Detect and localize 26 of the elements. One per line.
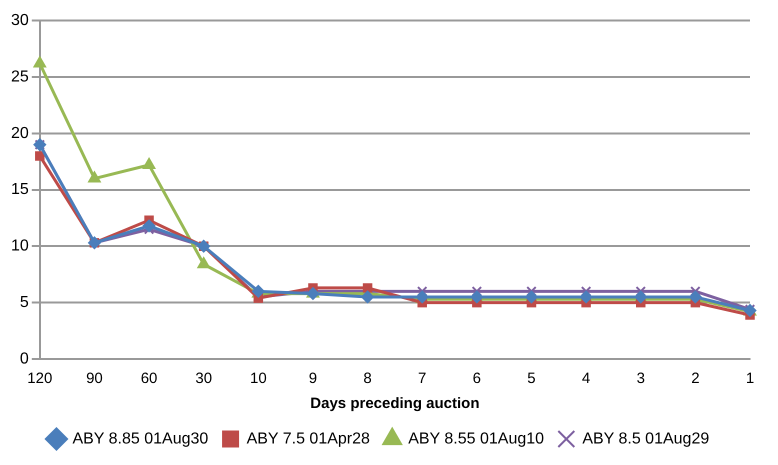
x-tick-label: 10 — [250, 370, 267, 388]
x-tick-label: 30 — [195, 370, 212, 388]
legend-label: ABY 8.5 01Aug29 — [582, 430, 710, 448]
x-tick-label: 1 — [746, 370, 754, 388]
x-tick-label: 4 — [582, 370, 590, 388]
x-tick-label: 7 — [418, 370, 426, 388]
x-tick-label: 8 — [363, 370, 372, 388]
legend-label: ABY 8.55 01Aug10 — [408, 430, 544, 448]
legend-label: ABY 7.5 01Apr28 — [246, 430, 370, 448]
x-tick-label: 90 — [86, 370, 103, 388]
y-tick-label: 15 — [11, 181, 29, 198]
x-axis-title: Days preceding auction — [310, 395, 480, 412]
y-tick-label: 25 — [11, 68, 29, 86]
x-tick-label: 60 — [140, 370, 158, 388]
y-tick-label: 5 — [20, 294, 29, 312]
y-tick-label: 20 — [11, 124, 29, 142]
x-tick-label: 9 — [308, 370, 318, 388]
x-tick-label: 6 — [472, 370, 482, 388]
x-tick-label: 5 — [527, 370, 536, 388]
legend-label: ABY 8.85 01Aug30 — [72, 430, 208, 448]
y-tick-label: 30 — [11, 12, 29, 30]
y-tick-label: 10 — [11, 238, 29, 255]
x-tick-label: 2 — [691, 370, 700, 388]
x-tick-label: 120 — [27, 370, 52, 388]
x-tick-label: 3 — [636, 370, 645, 388]
y-tick-label: 0 — [20, 350, 29, 368]
